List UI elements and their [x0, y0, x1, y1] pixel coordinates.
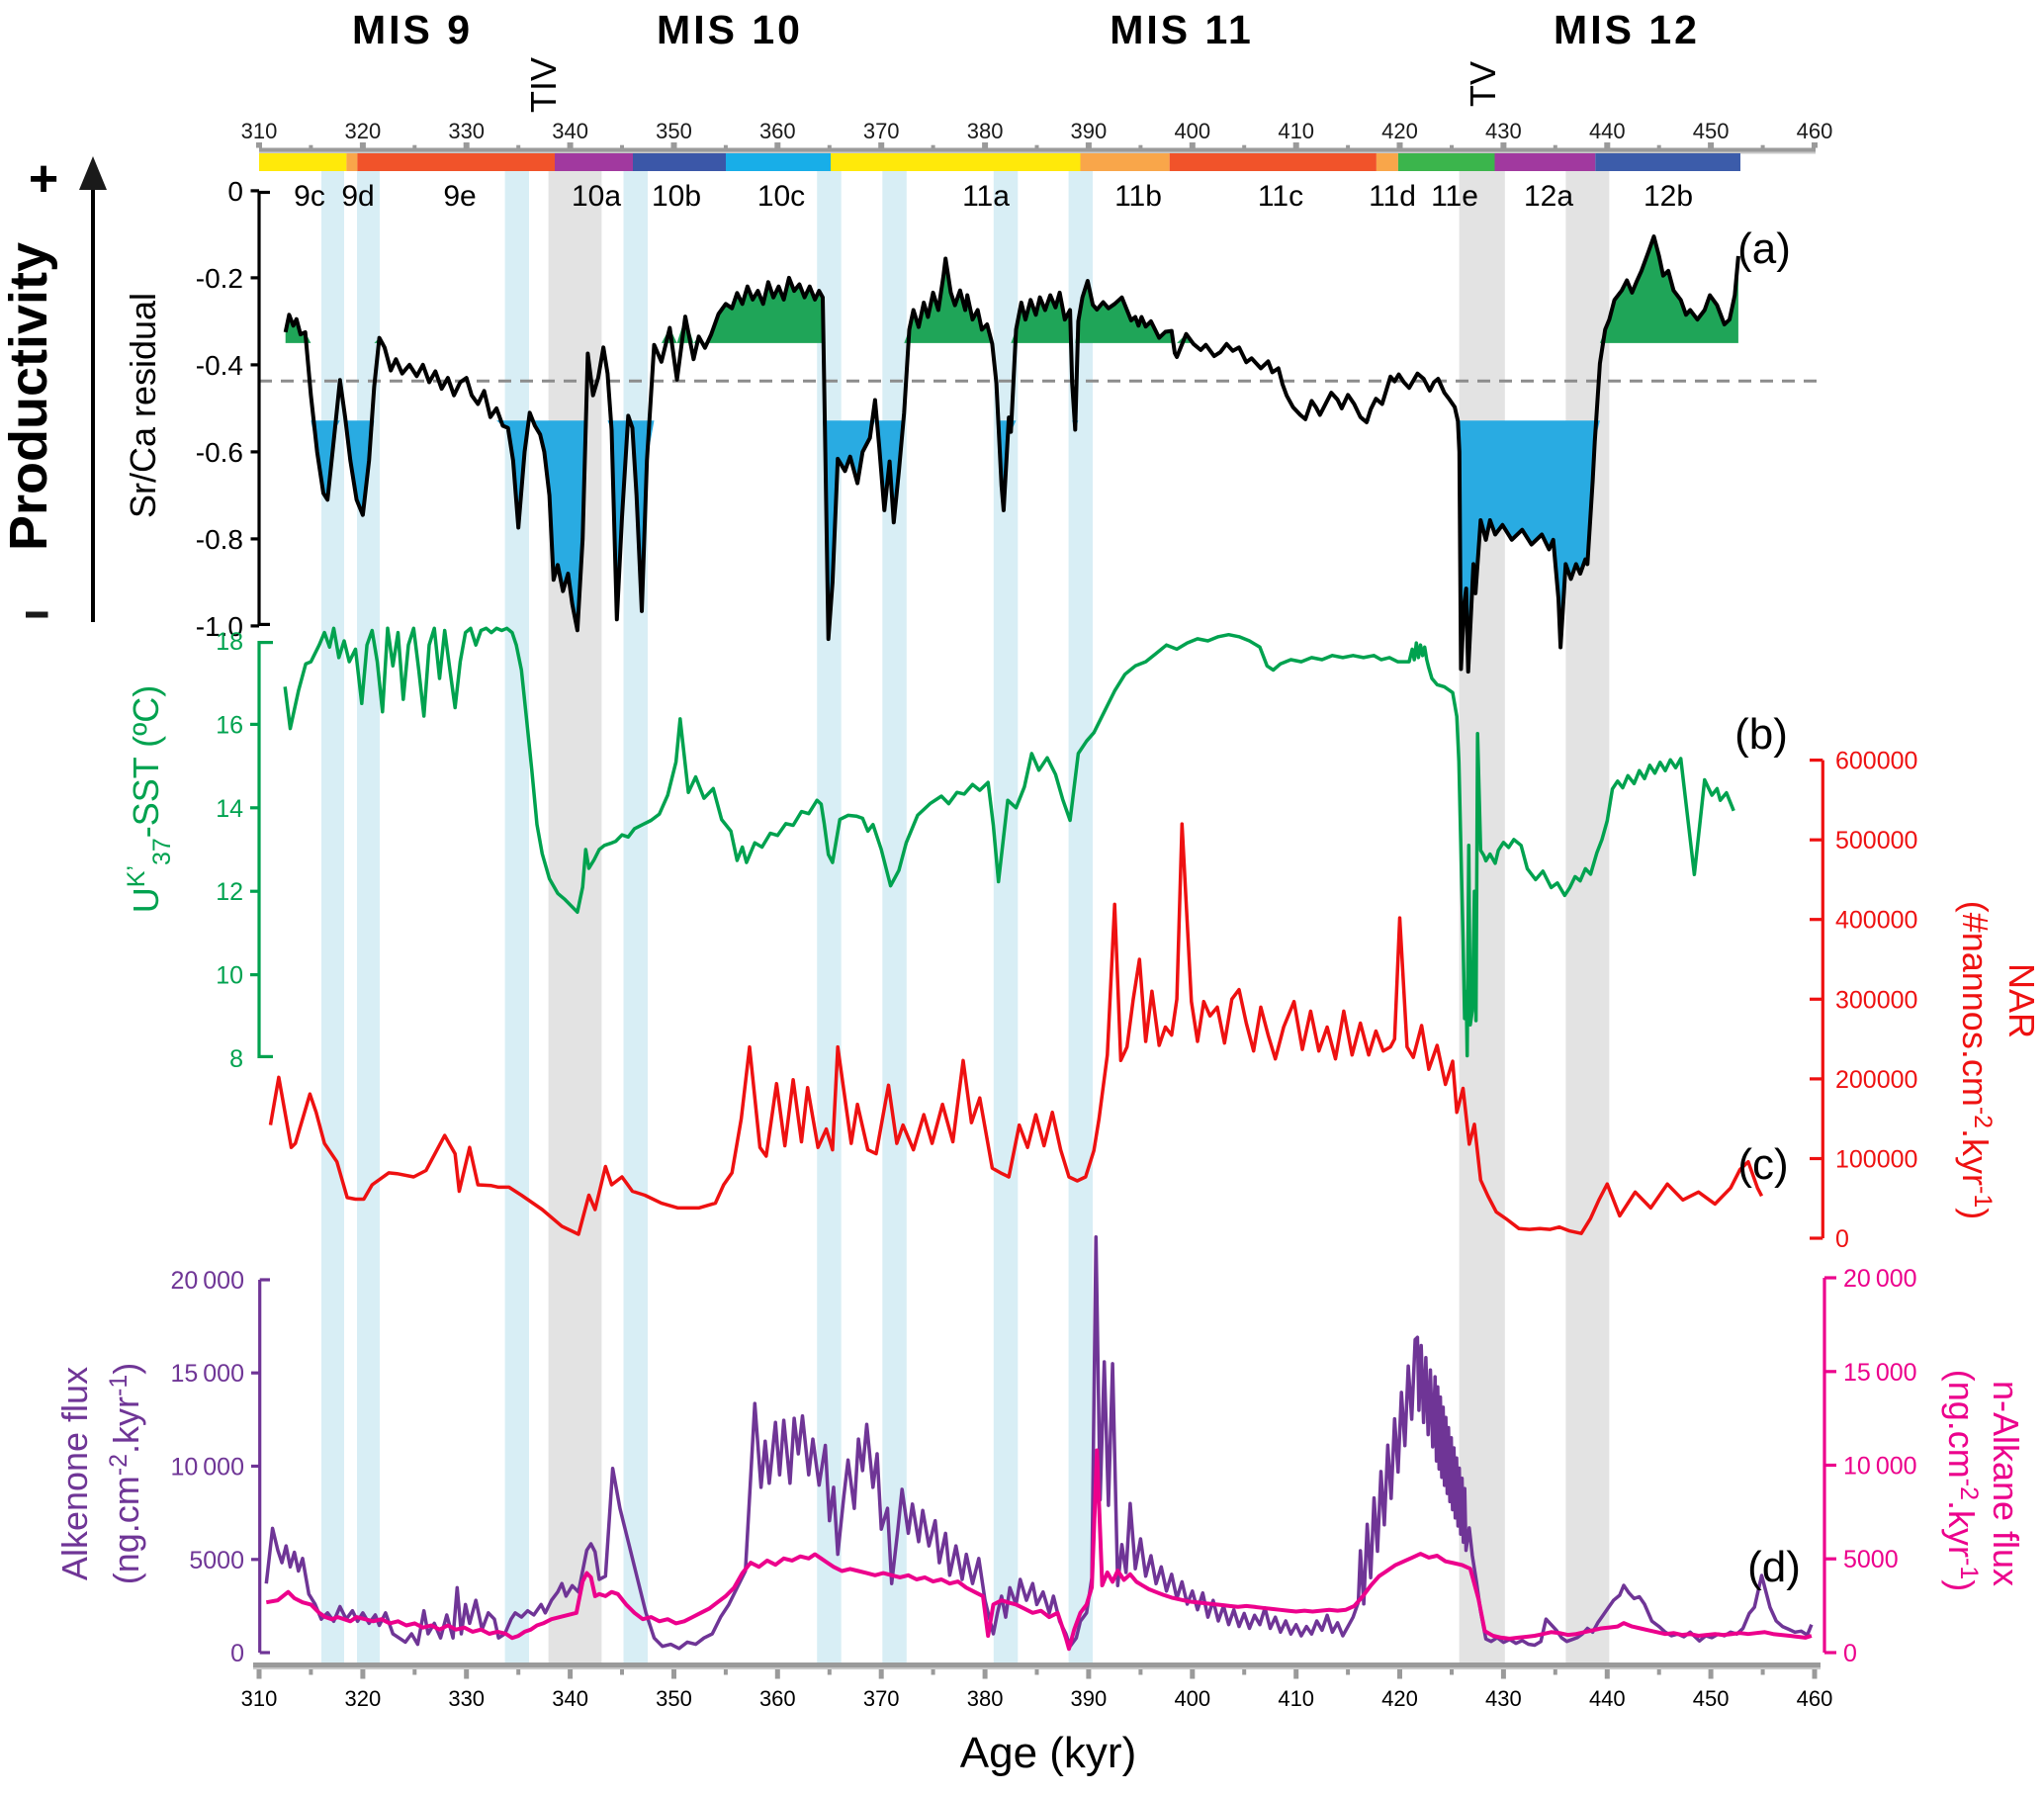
svg-text:330: 330 — [448, 1686, 485, 1711]
svg-text:450: 450 — [1693, 119, 1730, 143]
svg-text:15 000: 15 000 — [170, 1360, 244, 1388]
svg-text:400000: 400000 — [1835, 907, 1917, 935]
svg-text:400: 400 — [1174, 1686, 1210, 1711]
svg-text:200000: 200000 — [1835, 1066, 1917, 1094]
svg-text:390: 390 — [1071, 1686, 1108, 1711]
svg-text:-0.4: -0.4 — [196, 350, 243, 381]
svg-text:100000: 100000 — [1835, 1146, 1917, 1174]
svg-text:10 000: 10 000 — [1843, 1453, 1917, 1481]
svg-text:0: 0 — [1835, 1225, 1849, 1253]
svg-text:310: 310 — [241, 119, 278, 143]
svg-text:MIS 10: MIS 10 — [657, 7, 803, 52]
svg-text:10b: 10b — [652, 180, 701, 213]
svg-text:370: 370 — [863, 119, 900, 143]
svg-text:MIS 12: MIS 12 — [1554, 7, 1700, 52]
svg-text:350: 350 — [656, 1686, 692, 1711]
svg-text:-0.8: -0.8 — [196, 524, 243, 555]
svg-text:370: 370 — [863, 1686, 900, 1711]
svg-text:460: 460 — [1797, 1686, 1833, 1711]
svg-text:NAR: NAR — [2001, 963, 2042, 1038]
svg-text:440: 440 — [1589, 1686, 1626, 1711]
svg-text:410: 410 — [1278, 1686, 1314, 1711]
svg-text:420: 420 — [1381, 1686, 1418, 1711]
svg-text:360: 360 — [759, 119, 796, 143]
svg-text:TIV: TIV — [523, 57, 564, 113]
svg-text:18: 18 — [216, 628, 243, 656]
svg-text:0: 0 — [1843, 1640, 1857, 1667]
svg-text:600000: 600000 — [1835, 748, 1917, 775]
svg-text:20 000: 20 000 — [1843, 1265, 1917, 1293]
svg-text:360: 360 — [759, 1686, 796, 1711]
svg-text:440: 440 — [1589, 119, 1626, 143]
svg-text:Productivity: Productivity — [0, 242, 58, 551]
svg-text:TV: TV — [1463, 61, 1503, 107]
svg-text:10: 10 — [216, 962, 243, 990]
svg-text:11b: 11b — [1114, 180, 1162, 213]
svg-text:MIS 9: MIS 9 — [352, 7, 473, 52]
svg-text:(d): (d) — [1747, 1543, 1801, 1591]
svg-text:11c: 11c — [1258, 180, 1303, 213]
svg-text:Sr/Ca residual: Sr/Ca residual — [123, 293, 163, 518]
svg-text:(c): (c) — [1737, 1140, 1788, 1189]
svg-text:+: + — [29, 150, 58, 208]
svg-text:12: 12 — [216, 878, 243, 906]
svg-text:-1.0: -1.0 — [196, 611, 243, 642]
svg-text:350: 350 — [656, 119, 692, 143]
svg-text:340: 340 — [552, 1686, 588, 1711]
svg-text:12a: 12a — [1524, 180, 1573, 213]
svg-text:310: 310 — [241, 1686, 278, 1711]
svg-text:400: 400 — [1174, 119, 1210, 143]
svg-text:430: 430 — [1485, 119, 1522, 143]
svg-text:10 000: 10 000 — [170, 1454, 244, 1482]
svg-text:320: 320 — [345, 119, 382, 143]
svg-text:20 000: 20 000 — [170, 1267, 244, 1295]
svg-text:11a: 11a — [962, 180, 1010, 213]
svg-text:500000: 500000 — [1835, 827, 1917, 854]
svg-text:5000: 5000 — [1843, 1546, 1899, 1573]
svg-text:390: 390 — [1071, 119, 1108, 143]
svg-text:Age (kyr): Age (kyr) — [960, 1729, 1136, 1777]
svg-text:5000: 5000 — [189, 1547, 244, 1574]
svg-text:(ng.cm-2.kyr-1): (ng.cm-2.kyr-1) — [105, 1363, 146, 1585]
svg-text:430: 430 — [1485, 1686, 1522, 1711]
svg-text:(b): (b) — [1734, 710, 1788, 759]
svg-text:450: 450 — [1693, 1686, 1730, 1711]
svg-text:340: 340 — [552, 119, 588, 143]
svg-text:9d: 9d — [341, 180, 374, 213]
svg-text:12b: 12b — [1644, 180, 1693, 213]
svg-text:9c: 9c — [294, 180, 325, 213]
svg-text:420: 420 — [1381, 119, 1418, 143]
svg-text:460: 460 — [1797, 119, 1833, 143]
svg-text:MIS 11: MIS 11 — [1110, 7, 1254, 52]
svg-text:-0.6: -0.6 — [196, 437, 243, 468]
svg-text:11d: 11d — [1369, 180, 1416, 213]
svg-text:320: 320 — [345, 1686, 382, 1711]
svg-text:300000: 300000 — [1835, 986, 1917, 1014]
svg-text:9e: 9e — [443, 180, 476, 213]
svg-text:n-Alkane flux: n-Alkane flux — [1986, 1381, 2026, 1586]
svg-text:330: 330 — [448, 119, 485, 143]
svg-text:410: 410 — [1278, 119, 1314, 143]
svg-text:11e: 11e — [1431, 180, 1478, 213]
svg-text:10a: 10a — [572, 180, 621, 213]
svg-text:(#nannos.cm-2.kyr-1): (#nannos.cm-2.kyr-1) — [1955, 901, 1997, 1220]
svg-text:8: 8 — [229, 1045, 243, 1073]
svg-text:(a): (a) — [1737, 225, 1791, 273]
svg-text:380: 380 — [967, 1686, 1004, 1711]
svg-text:10c: 10c — [757, 180, 805, 213]
svg-text:0: 0 — [230, 1640, 244, 1667]
svg-text:-0.2: -0.2 — [196, 263, 243, 294]
svg-text:0: 0 — [227, 176, 243, 207]
svg-text:16: 16 — [216, 711, 243, 739]
svg-text:14: 14 — [216, 795, 243, 823]
svg-text:15 000: 15 000 — [1843, 1359, 1917, 1387]
svg-text:Alkenone flux: Alkenone flux — [54, 1367, 95, 1580]
svg-text:380: 380 — [967, 119, 1004, 143]
